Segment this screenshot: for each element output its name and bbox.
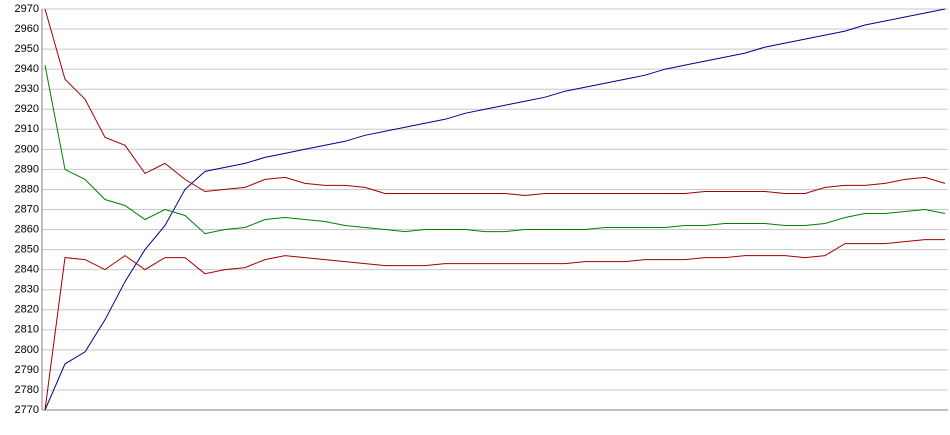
y-tick-label: 2910 <box>15 123 39 135</box>
y-tick-label: 2840 <box>15 264 39 276</box>
y-tick-label: 2850 <box>15 244 39 256</box>
y-tick-label: 2920 <box>15 103 39 115</box>
y-tick-label: 2780 <box>15 384 39 396</box>
y-tick-label: 2940 <box>15 63 39 75</box>
series-line <box>44 239 945 411</box>
y-tick-label: 2900 <box>15 143 39 155</box>
y-tick-label: 2960 <box>15 23 39 35</box>
y-tick-label: 2860 <box>15 223 39 235</box>
y-tick-label: 2800 <box>15 344 39 356</box>
series-line <box>44 65 946 235</box>
series-line <box>44 8 946 197</box>
y-tick-label: 2880 <box>15 183 39 195</box>
y-tick-label: 2810 <box>15 324 39 336</box>
y-tick-label: 2970 <box>15 3 39 15</box>
y-tick-label: 2770 <box>15 404 39 416</box>
y-tick-label: 2790 <box>15 364 39 376</box>
y-tick-label: 2930 <box>15 83 39 95</box>
y-tick-label: 2870 <box>15 203 39 215</box>
y-tick-label: 2950 <box>15 43 39 55</box>
y-tick-label: 2830 <box>15 284 39 296</box>
series-line <box>44 8 946 411</box>
y-tick-label: 2890 <box>15 163 39 175</box>
y-tick-label: 2820 <box>15 304 39 316</box>
